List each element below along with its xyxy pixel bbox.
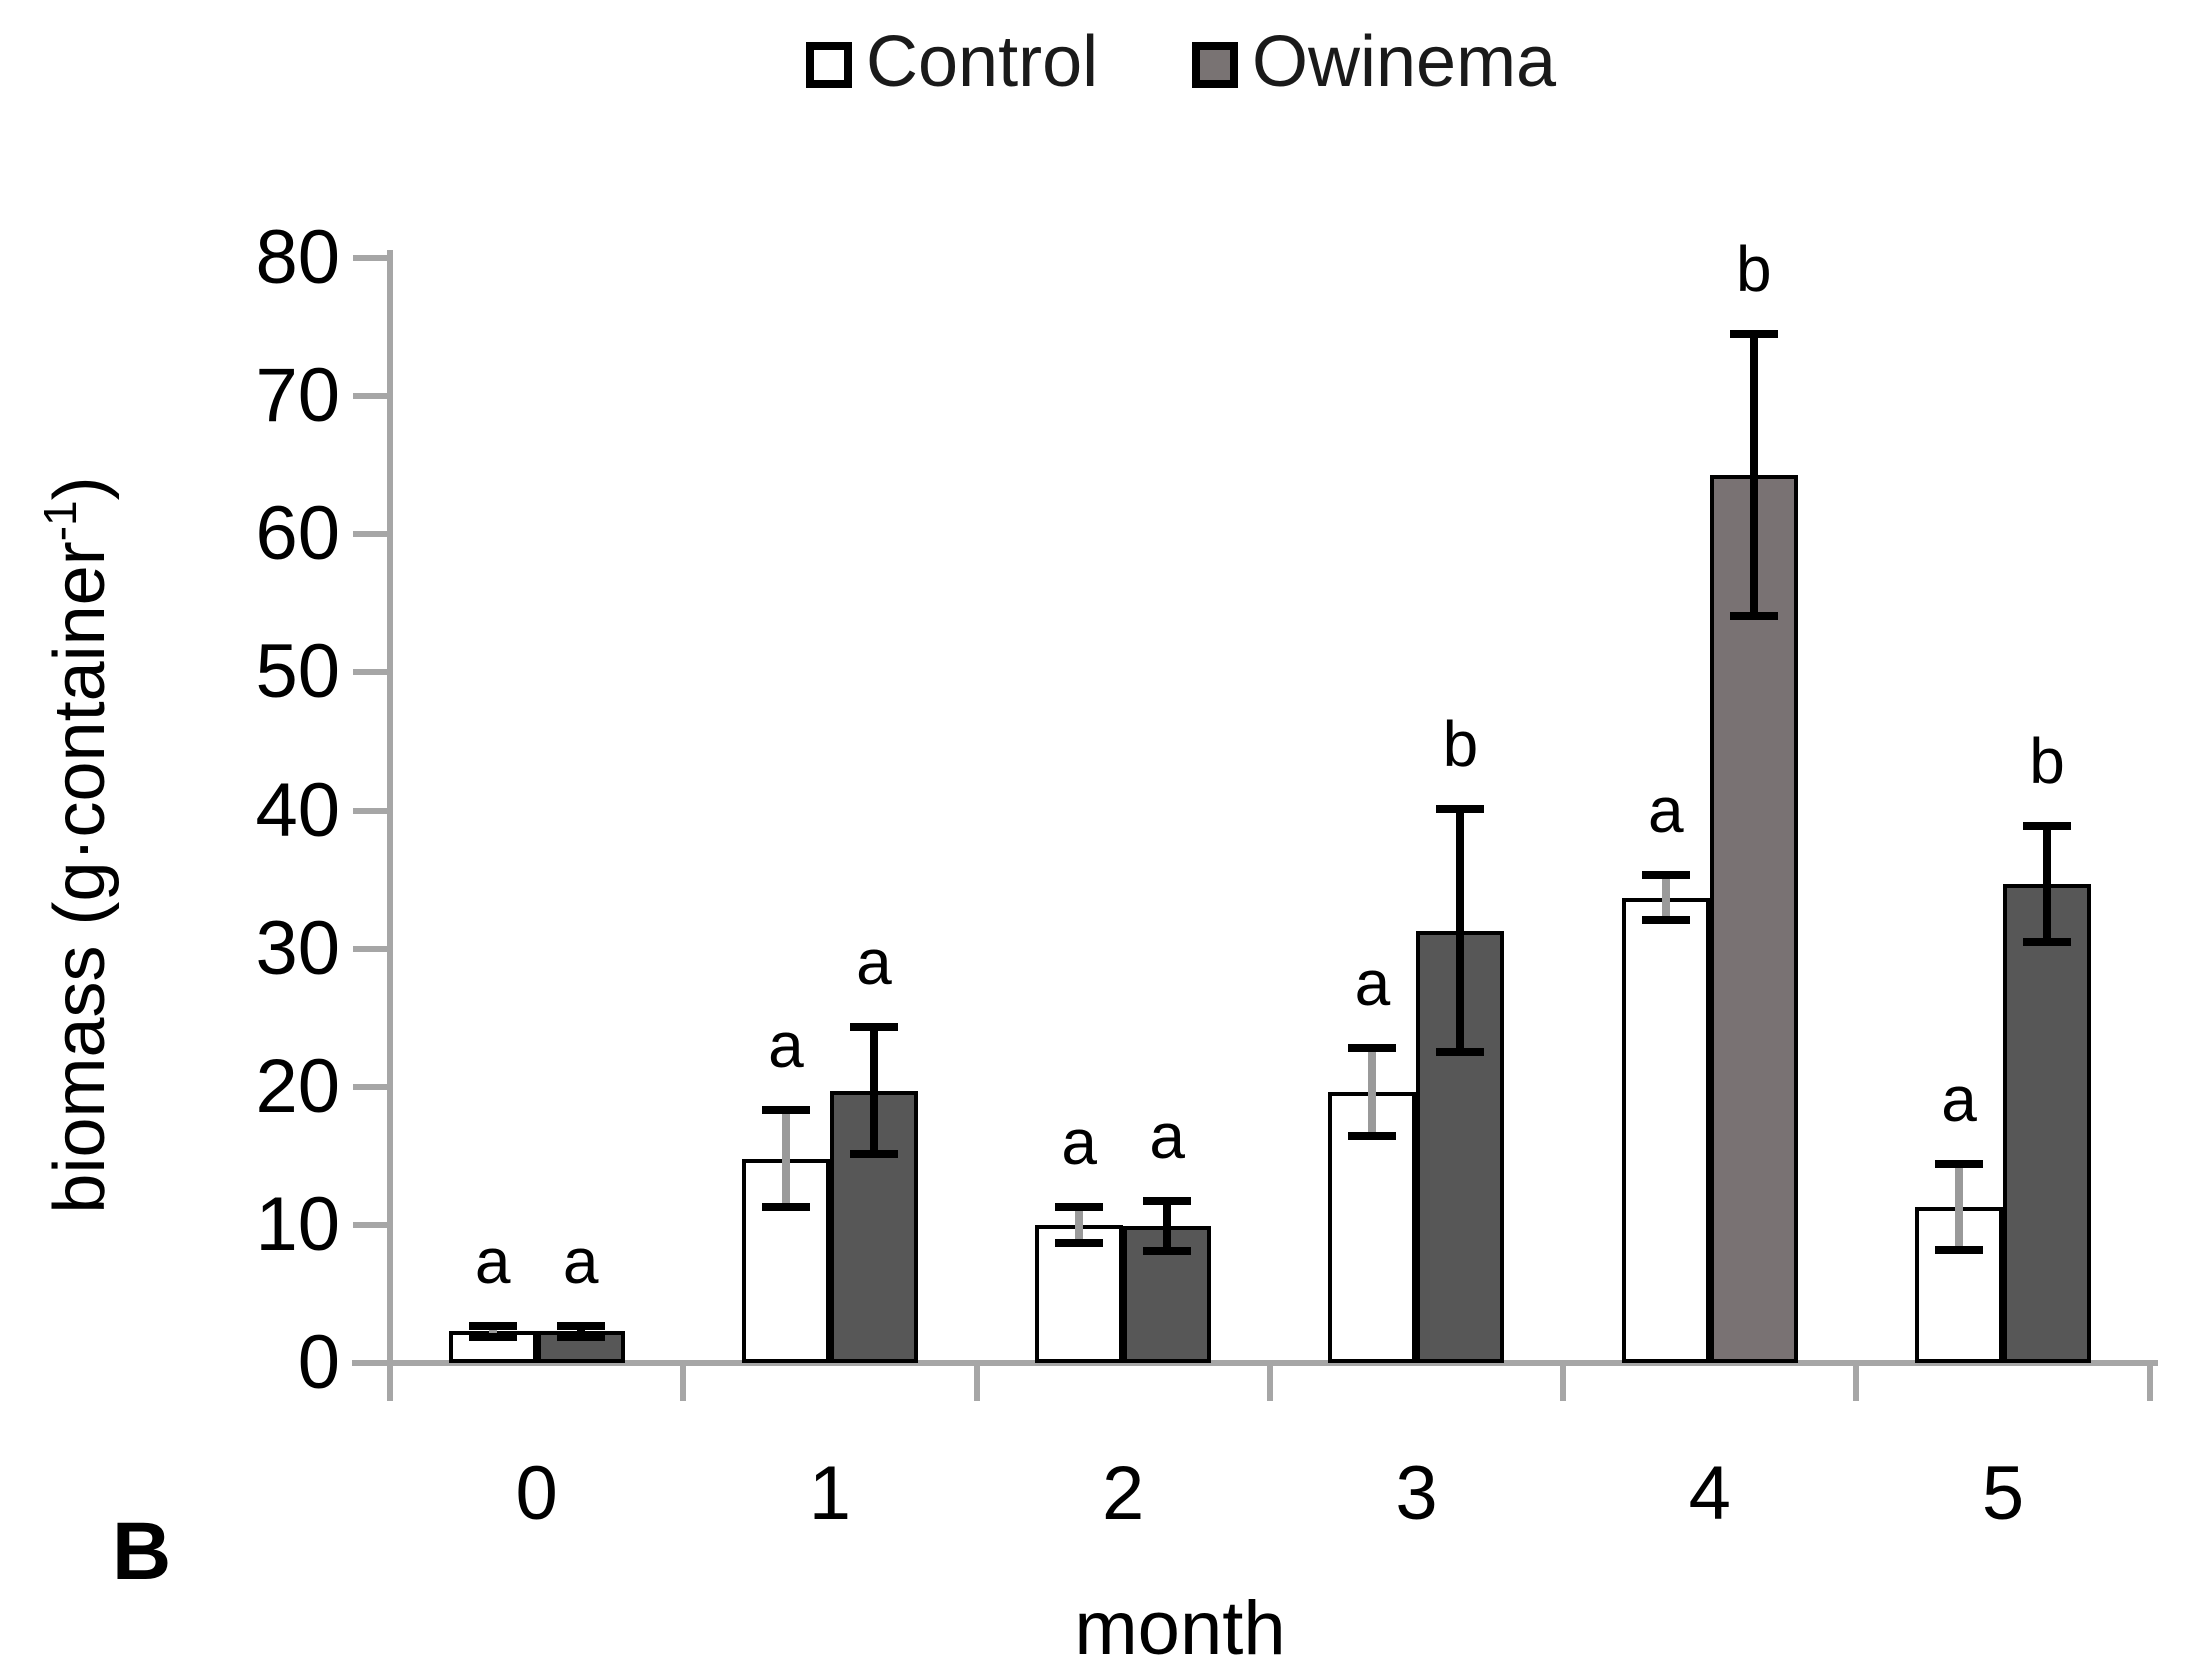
error-cap-bottom-control-month5 bbox=[1935, 1245, 1984, 1254]
error-cap-bottom-owinema-month4 bbox=[1729, 611, 1778, 620]
error-cap-bottom-owinema-month0 bbox=[556, 1332, 605, 1341]
error-stem-control-month5 bbox=[1955, 1164, 1964, 1250]
sig-letter-owinema-month1: a bbox=[856, 926, 892, 999]
error-stem-control-month1 bbox=[781, 1110, 790, 1207]
error-cap-bottom-control-month0 bbox=[468, 1332, 517, 1341]
error-cap-top-owinema-month3 bbox=[1436, 805, 1485, 814]
y-tick bbox=[353, 1083, 390, 1090]
sig-letter-owinema-month2: a bbox=[1149, 1100, 1185, 1173]
y-tick-label: 50 bbox=[255, 629, 340, 715]
x-tick bbox=[680, 1363, 687, 1401]
y-tick-label: 40 bbox=[255, 767, 340, 853]
sig-letter-owinema-month5: b bbox=[2029, 724, 2065, 797]
error-stem-owinema-month1 bbox=[869, 1027, 878, 1155]
y-tick bbox=[353, 1221, 390, 1228]
bar-owinema-month3 bbox=[1416, 930, 1505, 1363]
error-stem-control-month0 bbox=[488, 1325, 497, 1337]
x-tick bbox=[1266, 1363, 1273, 1401]
y-tick bbox=[353, 669, 390, 676]
x-tick-label: 2 bbox=[1102, 1451, 1145, 1536]
error-cap-bottom-control-month2 bbox=[1055, 1238, 1104, 1247]
x-axis-title: month bbox=[1074, 1586, 1286, 1671]
x-tick-label: 3 bbox=[1395, 1451, 1438, 1536]
y-tick bbox=[353, 1360, 390, 1366]
error-stem-owinema-month0 bbox=[576, 1325, 585, 1337]
x-tick bbox=[1560, 1363, 1567, 1401]
error-cap-top-control-month4 bbox=[1641, 871, 1690, 880]
error-stem-owinema-month5 bbox=[2043, 825, 2052, 942]
y-tick bbox=[353, 807, 390, 814]
sig-letter-control-month5: a bbox=[1941, 1063, 1977, 1136]
sig-letter-control-month3: a bbox=[1354, 947, 1391, 1020]
legend-label-owinema: Owinema bbox=[1252, 22, 1557, 102]
error-stem-owinema-month4 bbox=[1749, 333, 1758, 616]
x-tick-label: 0 bbox=[515, 1451, 558, 1536]
error-stem-control-month3 bbox=[1368, 1048, 1377, 1137]
error-cap-top-owinema-month1 bbox=[849, 1023, 898, 1032]
sig-letter-owinema-month4: b bbox=[1735, 232, 1772, 305]
bar-control-month4 bbox=[1621, 897, 1710, 1363]
y-tick bbox=[353, 531, 390, 538]
error-cap-top-owinema-month0 bbox=[556, 1321, 605, 1330]
legend-swatch-control-icon bbox=[806, 42, 852, 88]
y-tick-label: 70 bbox=[255, 353, 340, 439]
x-axis-line bbox=[352, 1360, 2158, 1366]
y-tick-label: 80 bbox=[255, 215, 340, 300]
error-cap-top-owinema-month4 bbox=[1729, 329, 1778, 338]
error-stem-control-month4 bbox=[1661, 875, 1670, 920]
error-cap-bottom-owinema-month1 bbox=[849, 1150, 898, 1159]
y-tick-label: 0 bbox=[297, 1320, 340, 1405]
x-tick bbox=[2146, 1363, 2153, 1401]
x-tick bbox=[1853, 1363, 1860, 1401]
sig-letter-control-month1: a bbox=[768, 1009, 804, 1082]
error-stem-owinema-month3 bbox=[1456, 809, 1465, 1053]
error-cap-bottom-control-month4 bbox=[1641, 915, 1690, 924]
bar-owinema-month4 bbox=[1709, 474, 1798, 1363]
y-tick bbox=[353, 255, 390, 261]
legend-swatch-owinema-icon bbox=[1192, 42, 1238, 88]
bar-owinema-month5 bbox=[2003, 883, 2092, 1363]
x-tick-label: 1 bbox=[808, 1451, 852, 1536]
sig-letter-owinema-month3: b bbox=[1442, 708, 1479, 781]
error-cap-top-control-month2 bbox=[1055, 1202, 1104, 1211]
x-tick bbox=[387, 1363, 393, 1401]
y-tick-label: 30 bbox=[255, 905, 340, 991]
x-tick-label: 5 bbox=[1981, 1451, 2025, 1536]
error-cap-top-control-month1 bbox=[761, 1106, 810, 1115]
x-tick bbox=[973, 1363, 980, 1401]
error-cap-top-control-month0 bbox=[468, 1321, 517, 1330]
error-cap-bottom-owinema-month5 bbox=[2023, 937, 2072, 946]
error-cap-top-owinema-month2 bbox=[1143, 1197, 1192, 1206]
y-tick-label: 20 bbox=[255, 1043, 340, 1129]
y-tick bbox=[353, 945, 390, 952]
error-cap-bottom-owinema-month3 bbox=[1436, 1048, 1485, 1057]
x-tick-label: 4 bbox=[1688, 1451, 1731, 1536]
y-tick-label: 60 bbox=[255, 491, 340, 577]
error-cap-top-control-month5 bbox=[1935, 1160, 1984, 1169]
error-cap-top-owinema-month5 bbox=[2023, 821, 2072, 830]
error-stem-control-month2 bbox=[1075, 1206, 1084, 1243]
y-tick bbox=[353, 393, 390, 400]
error-stem-owinema-month2 bbox=[1163, 1201, 1172, 1252]
error-cap-bottom-owinema-month2 bbox=[1143, 1247, 1192, 1256]
error-cap-bottom-control-month1 bbox=[761, 1202, 810, 1211]
panel-letter: B bbox=[112, 1506, 172, 1597]
y-axis-line bbox=[387, 250, 393, 1398]
error-cap-bottom-control-month3 bbox=[1348, 1132, 1397, 1141]
legend-label-control: Control bbox=[866, 22, 1099, 102]
sig-letter-owinema-month0: a bbox=[562, 1224, 599, 1297]
sig-letter-control-month4: a bbox=[1647, 774, 1684, 847]
sig-letter-control-month0: a bbox=[474, 1224, 511, 1297]
error-cap-top-control-month3 bbox=[1348, 1044, 1397, 1053]
y-tick-label: 10 bbox=[255, 1181, 340, 1267]
sig-letter-control-month2: a bbox=[1061, 1105, 1097, 1178]
